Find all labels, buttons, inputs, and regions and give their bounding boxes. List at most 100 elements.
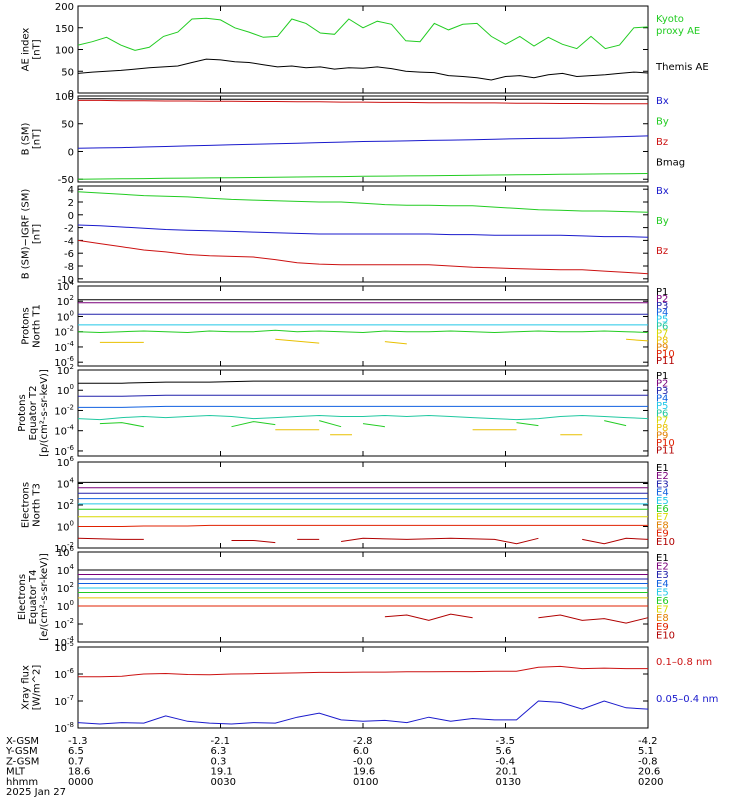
legend-entry: E2	[656, 471, 669, 482]
y-axis-label: Equator T2	[28, 386, 39, 441]
series-segment	[516, 422, 539, 427]
y-tick-exponent: -8	[67, 721, 74, 729]
y-axis-label: [p/(cm²-s-sr-keV)]	[39, 369, 50, 457]
y-tick-exponent: -2	[67, 403, 74, 411]
y-tick-label: 10-6	[54, 667, 74, 681]
y-tick-exponent: 6	[70, 545, 75, 553]
y-tick-label: 100	[57, 309, 74, 323]
legend-entry: proxy AE	[656, 26, 700, 37]
y-tick-label: 10-2	[54, 617, 74, 631]
legend-entry: E7	[656, 512, 669, 523]
legend-entry: E3	[656, 570, 669, 581]
y-tick-label: 10-2	[54, 403, 74, 417]
y-tick-exponent: 2	[70, 294, 74, 302]
panel-frame	[77, 369, 649, 457]
y-tick-label: 0	[68, 147, 74, 158]
y-tick-label: 150	[55, 24, 74, 35]
y-tick-label: 200	[55, 2, 74, 13]
legend-entry: 0.05–0.4 nm	[656, 694, 718, 705]
y-axis-label: Protons	[21, 307, 32, 344]
legend-entry: E4	[656, 579, 669, 590]
footer-value: -0.4	[496, 756, 516, 767]
footer-value: -3.5	[496, 736, 516, 747]
y-axis-label: Equator T4	[28, 570, 39, 625]
series-bz	[78, 99, 648, 105]
series-p3	[78, 394, 648, 397]
legend-entry: P8	[656, 423, 668, 434]
series-segment	[362, 423, 385, 428]
footer-value: 19.1	[211, 767, 233, 778]
legend-entry: By	[656, 116, 669, 127]
y-axis-label: Electrons	[17, 574, 28, 620]
footer-value: 0.3	[211, 756, 227, 767]
series-segment	[99, 422, 144, 428]
footer-value: 20.6	[638, 767, 660, 778]
footer-value: 0130	[496, 777, 521, 788]
legend-entry: P7	[656, 416, 668, 427]
y-tick-exponent: 0	[70, 520, 74, 528]
legend-entry: P11	[656, 446, 675, 457]
y-tick-exponent: -2	[67, 325, 74, 333]
legend-entry: Bz	[656, 137, 668, 148]
panel-3: -10 -8 -6 -4-2 0 2 4 B (SM)−IGRF (SM) [nT] Bx By Bz	[21, 185, 669, 286]
y-tick-label: 102	[57, 294, 74, 308]
legend-entry: P5	[656, 401, 668, 412]
footer-row-label: Y-GSM	[5, 746, 38, 757]
y-axis-label: [nT]	[32, 224, 43, 244]
legend-entry: P7	[656, 328, 668, 339]
y-tick-exponent: 0	[70, 383, 74, 391]
y-tick-label: -2	[64, 224, 74, 235]
legend-entry: P6	[656, 322, 668, 333]
legend-entry: P6	[656, 408, 668, 419]
y-tick-label: -50	[58, 175, 74, 186]
footer-value: 18.6	[68, 767, 90, 778]
legend-entry: P10	[656, 349, 675, 360]
series-bx	[77, 135, 649, 149]
footer-row-label: MLT	[6, 767, 26, 778]
footer-value: 0000	[68, 777, 93, 788]
panel-frame	[77, 285, 649, 367]
panel-8: 10-8 10-7 10-6 10-5 Xray flux [W/m^2] 0.1–0.8 …	[21, 640, 719, 735]
y-tick-label: 2	[68, 198, 74, 209]
y-tick-label: 100	[57, 520, 74, 534]
footer-value: 0030	[211, 777, 236, 788]
legend-entry: P4	[656, 308, 668, 319]
legend-entry: E8	[656, 520, 669, 531]
y-tick-exponent: -6	[67, 444, 75, 452]
y-tick-label: -6	[64, 249, 74, 260]
series-segment	[604, 420, 627, 427]
y-tick-label: -10	[58, 275, 74, 286]
y-tick-exponent: 0	[70, 309, 74, 317]
y-tick-label: 102	[57, 581, 74, 595]
footer-value: -0.8	[638, 756, 658, 767]
series-segment	[626, 338, 649, 342]
y-tick-label: 10-4	[54, 424, 74, 438]
y-axis-label: Electrons	[21, 482, 32, 528]
legend-entry: E9	[656, 529, 669, 540]
y-tick-label: 10-8	[54, 721, 74, 735]
footer-value: 0.7	[68, 756, 84, 767]
y-tick-label: 102	[57, 363, 74, 377]
y-tick-exponent: 2	[70, 363, 74, 371]
y-tick-label: 0	[68, 211, 74, 222]
legend-entry: E6	[656, 504, 669, 515]
panel-frame	[77, 95, 649, 183]
series-e9	[78, 524, 648, 527]
y-tick-label: 10-2	[54, 325, 74, 339]
legend-entry: P9	[656, 431, 668, 442]
legend-entry: P5	[656, 315, 668, 326]
series-by	[77, 173, 649, 180]
y-tick-label: 50	[61, 120, 74, 131]
legend-entry: P11	[656, 356, 675, 367]
y-tick-exponent: 4	[70, 563, 75, 571]
y-tick-exponent: 6	[70, 455, 75, 463]
y-tick-exponent: -7	[67, 694, 74, 702]
y-tick-exponent: 2	[70, 581, 74, 589]
y-tick-label: 10-5	[54, 640, 74, 654]
y-tick-label: 0	[68, 89, 74, 100]
y-tick-label: 10-4	[54, 340, 74, 354]
legend-entry: E8	[656, 613, 669, 624]
